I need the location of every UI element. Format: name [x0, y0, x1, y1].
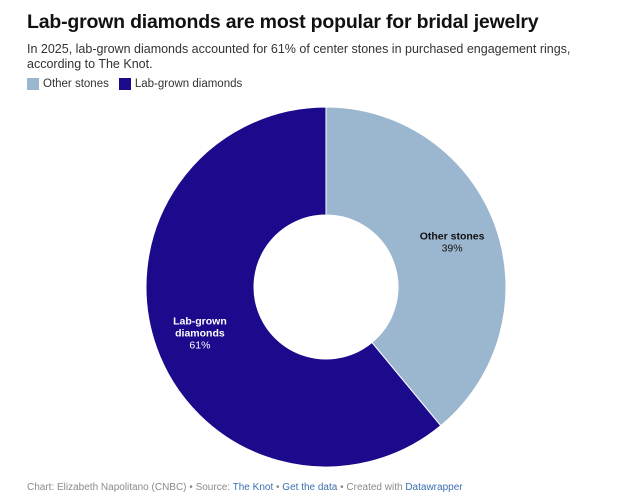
legend-swatch-other-stones [27, 78, 39, 90]
get-the-data-link[interactable]: Get the data [282, 482, 338, 493]
legend-item-lab-grown: Lab-grown diamonds [118, 78, 243, 90]
donut-chart: Other stones 39% Lab-grown diamonds 61% [145, 106, 507, 468]
slice-label-lab-grown-diamonds: Lab-grown diamonds 61% [173, 315, 227, 351]
slice-value-other-stones: 39% [442, 243, 463, 255]
chart-footer: Chart: Elizabeth Napolitano (CNBC) • Sou… [27, 482, 463, 493]
legend-swatch-lab-grown [118, 78, 131, 90]
legend: Other stones Lab-grown diamonds [27, 78, 252, 90]
donut-labels: Other stones 39% Lab-grown diamonds 61% [173, 231, 485, 352]
legend-label-lab-grown: Lab-grown diamonds [134, 78, 243, 90]
slice-value-lab-grown-diamonds: 61% [189, 339, 210, 351]
legend-label-other-stones: Other stones [43, 78, 109, 90]
slice-label-other-stones: Other stones 39% [420, 231, 485, 255]
footer-separator: • [273, 482, 283, 493]
slice-category-lab-grown-diamonds: diamonds [175, 327, 225, 339]
chart-title: Lab-grown diamonds are most popular for … [27, 11, 539, 33]
source-link[interactable]: The Knot [232, 482, 274, 493]
legend-item-other-stones: Other stones [27, 78, 109, 90]
slice-category-lab-grown-diamonds: Lab-grown [173, 315, 227, 327]
datawrapper-link[interactable]: Datawrapper [405, 482, 463, 493]
footer-created-with: • Created with [337, 482, 406, 493]
slice-category-other-stones: Other stones [420, 231, 485, 243]
slice-other-stones[interactable] [325, 106, 507, 427]
donut-slices [145, 106, 507, 468]
footer-credit: Chart: Elizabeth Napolitano (CNBC) • Sou… [27, 482, 233, 493]
chart-subtitle: In 2025, lab-grown diamonds accounted fo… [27, 42, 571, 71]
slice-lab-grown-diamonds[interactable] [145, 106, 442, 468]
